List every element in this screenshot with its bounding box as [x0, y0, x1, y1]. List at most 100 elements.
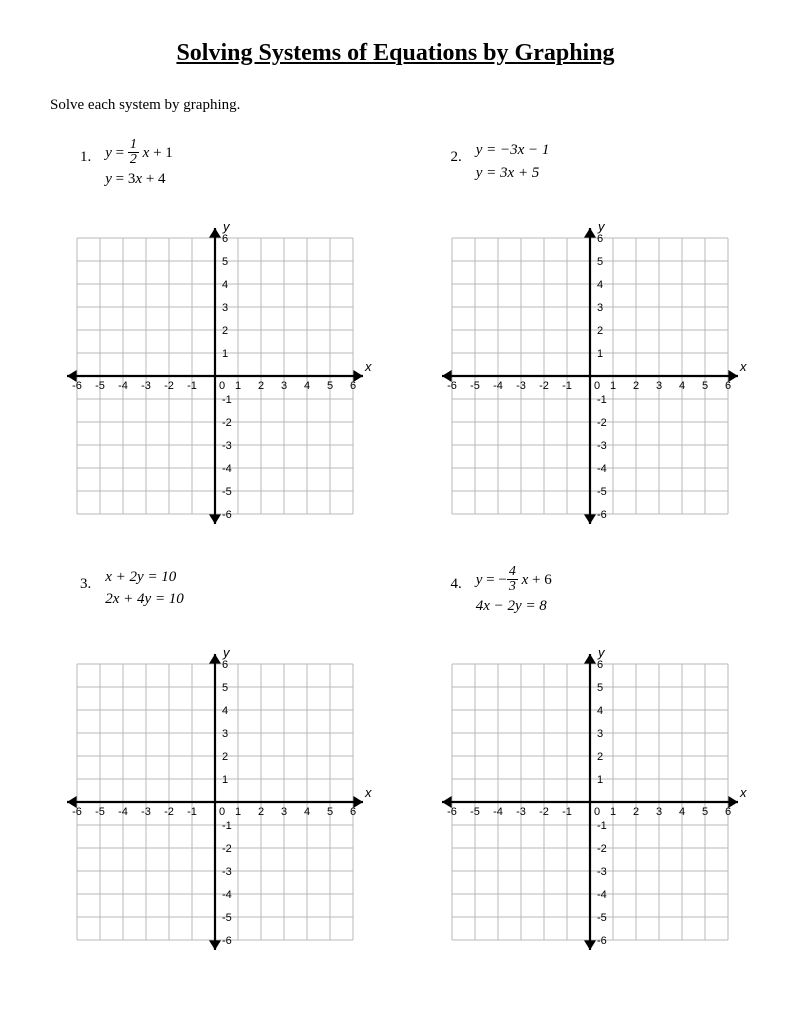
svg-text:1: 1 [610, 380, 616, 392]
svg-text:4: 4 [304, 806, 310, 818]
svg-text:0: 0 [594, 806, 600, 818]
svg-text:4: 4 [679, 380, 685, 392]
svg-text:-4: -4 [493, 380, 503, 392]
problem-number: 3. [80, 566, 91, 593]
svg-text:3: 3 [281, 806, 287, 818]
svg-text:2: 2 [258, 380, 264, 392]
equation-line: y = −43 x + 6 [476, 566, 552, 595]
svg-text:4: 4 [597, 705, 603, 717]
svg-text:2: 2 [597, 751, 603, 763]
svg-text:-6: -6 [597, 935, 607, 947]
svg-text:3: 3 [281, 380, 287, 392]
svg-text:-2: -2 [539, 380, 549, 392]
svg-text:1: 1 [235, 806, 241, 818]
svg-text:-1: -1 [187, 806, 197, 818]
equations: y = −43 x + 6 4x − 2y = 8 [476, 566, 552, 618]
svg-text:4: 4 [222, 279, 228, 291]
svg-text:3: 3 [597, 728, 603, 740]
svg-text:-2: -2 [597, 843, 607, 855]
equations: y = −3x − 1 y = 3x + 5 [476, 139, 550, 184]
svg-text:2: 2 [633, 806, 639, 818]
svg-text:4: 4 [597, 279, 603, 291]
svg-text:x: x [364, 359, 372, 374]
svg-text:6: 6 [350, 806, 356, 818]
svg-text:-6: -6 [447, 380, 457, 392]
graph-3: -6-5-4-3-2-11234560123456-1-2-3-4-5-6xy [50, 647, 380, 957]
svg-text:-4: -4 [493, 806, 503, 818]
svg-text:y: y [597, 221, 606, 234]
equation-line: y = 3x + 4 [105, 168, 173, 191]
svg-text:-4: -4 [118, 806, 128, 818]
svg-text:-5: -5 [470, 380, 480, 392]
svg-text:2: 2 [222, 325, 228, 337]
svg-text:5: 5 [702, 806, 708, 818]
graph-4: -6-5-4-3-2-11234560123456-1-2-3-4-5-6xy [425, 647, 755, 957]
svg-text:6: 6 [597, 233, 603, 245]
equation-line: y = 3x + 5 [476, 162, 550, 185]
equations: x + 2y = 10 2x + 4y = 10 [105, 566, 184, 611]
svg-text:4: 4 [222, 705, 228, 717]
svg-text:-3: -3 [516, 806, 526, 818]
problem-number: 1. [80, 139, 91, 166]
svg-text:-4: -4 [222, 463, 232, 475]
equation-line: y = 12 x + 1 [105, 139, 173, 168]
svg-text:-1: -1 [562, 380, 572, 392]
svg-text:-1: -1 [222, 820, 232, 832]
svg-text:-3: -3 [141, 806, 151, 818]
svg-text:-1: -1 [597, 820, 607, 832]
svg-text:-1: -1 [597, 394, 607, 406]
svg-text:x: x [739, 785, 747, 800]
svg-text:5: 5 [597, 682, 603, 694]
svg-text:2: 2 [258, 806, 264, 818]
svg-text:5: 5 [222, 256, 228, 268]
svg-text:1: 1 [235, 380, 241, 392]
svg-text:-4: -4 [597, 463, 607, 475]
svg-text:-4: -4 [597, 889, 607, 901]
svg-text:3: 3 [222, 728, 228, 740]
page-title: Solving Systems of Equations by Graphing [50, 40, 741, 67]
graph-1: -6-5-4-3-2-11234560123456-1-2-3-4-5-6xy [50, 221, 380, 531]
svg-text:-1: -1 [187, 380, 197, 392]
problem-3: 3. x + 2y = 10 2x + 4y = 10 [80, 566, 371, 618]
svg-text:x: x [364, 785, 372, 800]
svg-text:2: 2 [597, 325, 603, 337]
svg-text:-4: -4 [118, 380, 128, 392]
svg-text:2: 2 [222, 751, 228, 763]
svg-text:5: 5 [702, 380, 708, 392]
problem-4: 4. y = −43 x + 6 4x − 2y = 8 [451, 566, 742, 618]
problem-row-2: 3. x + 2y = 10 2x + 4y = 10 4. y = −43 x… [50, 566, 741, 628]
svg-text:5: 5 [327, 380, 333, 392]
equations: y = 12 x + 1 y = 3x + 4 [105, 139, 173, 191]
svg-text:-2: -2 [222, 843, 232, 855]
svg-text:-5: -5 [470, 806, 480, 818]
svg-text:5: 5 [327, 806, 333, 818]
svg-text:6: 6 [597, 659, 603, 671]
svg-text:y: y [597, 647, 606, 660]
svg-text:-6: -6 [222, 509, 232, 521]
svg-text:6: 6 [222, 659, 228, 671]
svg-text:-4: -4 [222, 889, 232, 901]
svg-text:-3: -3 [516, 380, 526, 392]
svg-text:-5: -5 [95, 380, 105, 392]
svg-text:-6: -6 [597, 509, 607, 521]
svg-text:4: 4 [679, 806, 685, 818]
svg-text:-2: -2 [164, 806, 174, 818]
svg-text:3: 3 [656, 380, 662, 392]
svg-text:6: 6 [725, 380, 731, 392]
svg-text:-3: -3 [141, 380, 151, 392]
svg-text:x: x [739, 359, 747, 374]
svg-text:-3: -3 [222, 866, 232, 878]
svg-text:1: 1 [597, 348, 603, 360]
svg-text:-3: -3 [597, 440, 607, 452]
svg-text:5: 5 [597, 256, 603, 268]
svg-text:6: 6 [350, 380, 356, 392]
svg-text:-2: -2 [539, 806, 549, 818]
svg-text:-1: -1 [222, 394, 232, 406]
svg-text:6: 6 [725, 806, 731, 818]
problem-row-1: 1. y = 12 x + 1 y = 3x + 4 2. y = −3x − … [50, 139, 741, 201]
svg-text:0: 0 [219, 380, 225, 392]
svg-text:0: 0 [219, 806, 225, 818]
equation-line: 4x − 2y = 8 [476, 595, 552, 618]
svg-text:-3: -3 [597, 866, 607, 878]
instruction-text: Solve each system by graphing. [50, 97, 741, 114]
